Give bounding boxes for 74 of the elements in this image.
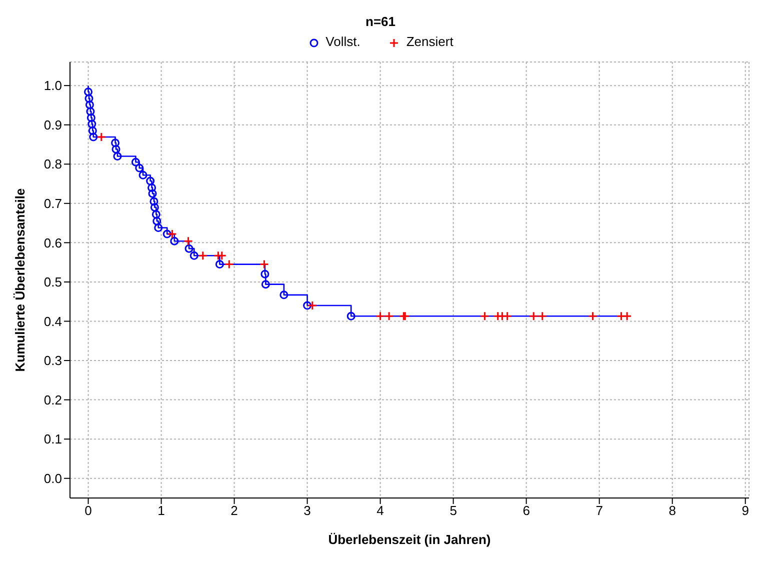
point bbox=[184, 236, 194, 246]
point bbox=[384, 311, 394, 321]
point bbox=[152, 210, 160, 219]
point bbox=[622, 311, 632, 321]
y-tick-label: 0.6 bbox=[44, 235, 62, 250]
y-tick-label: 0.2 bbox=[44, 392, 62, 408]
y-tick-label: 0.5 bbox=[44, 274, 62, 290]
point bbox=[113, 152, 122, 161]
point bbox=[131, 158, 140, 166]
legend-label: Zensiert bbox=[406, 34, 454, 49]
y-tick-label: 0.4 bbox=[44, 314, 62, 329]
legend-label: Vollst. bbox=[326, 34, 360, 49]
point bbox=[86, 107, 95, 116]
x-tick-label: 7 bbox=[596, 503, 603, 518]
point bbox=[154, 224, 163, 232]
point bbox=[528, 311, 538, 321]
x-tick-label: 0 bbox=[84, 503, 92, 518]
y-tick-label: 0.3 bbox=[44, 353, 62, 368]
point bbox=[224, 260, 234, 270]
x-tick-label: 1 bbox=[158, 503, 165, 518]
point bbox=[308, 300, 318, 310]
point bbox=[303, 301, 312, 310]
x-tick-label: 2 bbox=[230, 503, 238, 518]
point bbox=[84, 88, 93, 96]
y-tick-label: 0.7 bbox=[44, 196, 62, 212]
point bbox=[259, 260, 269, 270]
y-tick-label: 0.1 bbox=[44, 432, 62, 447]
point bbox=[376, 311, 386, 321]
point bbox=[88, 120, 96, 128]
point bbox=[346, 312, 356, 320]
point bbox=[150, 197, 158, 206]
x-tick-label: 5 bbox=[450, 503, 457, 518]
y-tick-label: 0.8 bbox=[44, 156, 62, 172]
point bbox=[89, 132, 98, 142]
point bbox=[84, 94, 94, 103]
point bbox=[96, 132, 106, 142]
point bbox=[260, 270, 270, 278]
point bbox=[538, 311, 548, 321]
point bbox=[152, 216, 162, 226]
point bbox=[135, 164, 144, 172]
x-tick-label: 9 bbox=[742, 503, 749, 518]
point bbox=[162, 230, 172, 238]
point bbox=[112, 144, 120, 154]
point bbox=[170, 236, 179, 246]
point bbox=[148, 183, 156, 192]
point bbox=[138, 170, 148, 180]
y-tick-label: 1.0 bbox=[44, 78, 62, 94]
point bbox=[588, 311, 598, 321]
point bbox=[261, 280, 270, 289]
point bbox=[146, 176, 155, 186]
x-tick-label: 6 bbox=[522, 503, 530, 518]
point bbox=[215, 260, 224, 269]
point bbox=[502, 311, 512, 321]
point bbox=[167, 229, 177, 239]
x-axis-title: Überlebenszeit (in Jahren) bbox=[328, 532, 491, 547]
y-axis-title: Kumulierte Überlebensanteile bbox=[12, 188, 28, 372]
x-tick-label: 4 bbox=[376, 503, 384, 518]
point bbox=[85, 100, 94, 110]
y-tick-label: 0.9 bbox=[44, 117, 62, 132]
point bbox=[148, 189, 157, 198]
point bbox=[616, 311, 626, 321]
x-tick-label: 8 bbox=[668, 503, 676, 518]
point bbox=[190, 251, 198, 260]
point bbox=[111, 138, 120, 148]
point bbox=[184, 244, 194, 253]
point bbox=[198, 250, 208, 260]
chart-title: n=61 bbox=[364, 13, 396, 31]
point bbox=[88, 126, 97, 135]
point bbox=[86, 114, 96, 122]
point bbox=[150, 203, 159, 212]
y-tick-label: 0.0 bbox=[44, 470, 62, 486]
point bbox=[480, 311, 490, 321]
point bbox=[280, 290, 288, 300]
x-tick-label: 3 bbox=[304, 503, 311, 518]
